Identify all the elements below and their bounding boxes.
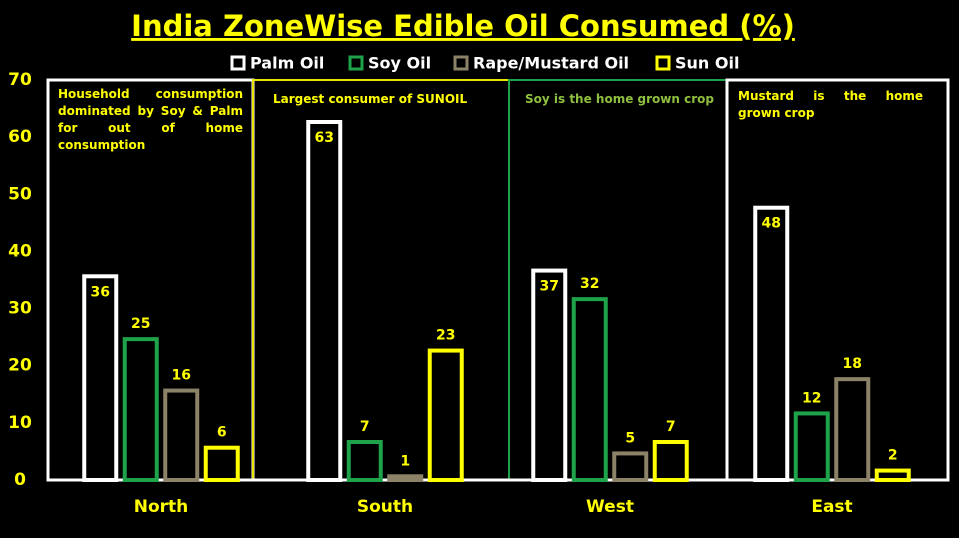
legend-swatch <box>655 55 671 71</box>
legend-label: Palm Oil <box>250 54 324 73</box>
value-label: 2 <box>888 448 898 464</box>
x-tick-label: West <box>586 497 634 517</box>
bar <box>571 297 608 482</box>
bar <box>82 274 119 482</box>
bar <box>203 445 240 483</box>
bar <box>612 451 649 482</box>
value-label: 32 <box>580 276 599 292</box>
bar <box>427 348 464 483</box>
y-tick-label: 70 <box>8 70 32 90</box>
x-tick-label: South <box>357 497 413 517</box>
value-label: 6 <box>217 425 227 441</box>
bar <box>793 411 830 482</box>
value-label: 63 <box>315 130 334 146</box>
y-tick-label: 0 <box>14 470 26 490</box>
bar <box>652 440 689 482</box>
value-label: 5 <box>625 430 635 446</box>
annotation: Largest consumer of SUNOIL <box>273 92 468 106</box>
chart-title: India ZoneWise Edible Oil Consumed (%) <box>131 9 795 43</box>
value-label: 48 <box>762 216 781 232</box>
legend-swatch <box>453 55 469 71</box>
value-label: 7 <box>360 419 370 435</box>
value-label: 12 <box>802 390 821 406</box>
y-tick-label: 20 <box>8 356 32 376</box>
value-label: 36 <box>91 284 110 300</box>
y-tick-label: 60 <box>8 127 32 147</box>
bar <box>122 337 159 482</box>
value-label: 25 <box>131 316 150 332</box>
x-tick-label: North <box>134 497 189 517</box>
bar <box>753 205 790 482</box>
y-tick-label: 40 <box>8 241 32 261</box>
bar <box>387 474 424 482</box>
zone-panel <box>252 79 510 481</box>
annotation: Mustard is the home grown crop <box>738 89 923 120</box>
legend-swatch <box>348 55 364 71</box>
annotation: Household consumption dominated by Soy &… <box>58 87 243 152</box>
legend-label: Rape/Mustard Oil <box>473 54 629 73</box>
bar <box>163 388 200 483</box>
value-label: 16 <box>172 368 191 384</box>
legend-label: Soy Oil <box>368 54 431 73</box>
y-tick-label: 50 <box>8 184 32 204</box>
bar <box>531 268 568 483</box>
value-label: 1 <box>400 453 410 469</box>
value-label: 23 <box>436 328 455 344</box>
legend-swatch <box>230 55 246 71</box>
value-label: 37 <box>540 279 559 295</box>
bar <box>346 440 383 482</box>
legend-label: Sun Oil <box>675 54 739 73</box>
y-tick-label: 10 <box>8 413 32 433</box>
bar <box>306 120 343 482</box>
bar <box>834 377 871 482</box>
annotation: Soy is the home grown crop <box>525 92 714 106</box>
value-label: 7 <box>666 419 676 435</box>
value-label: 18 <box>843 356 862 372</box>
bar <box>874 468 911 483</box>
x-tick-label: East <box>811 497 852 517</box>
y-tick-label: 30 <box>8 299 32 319</box>
